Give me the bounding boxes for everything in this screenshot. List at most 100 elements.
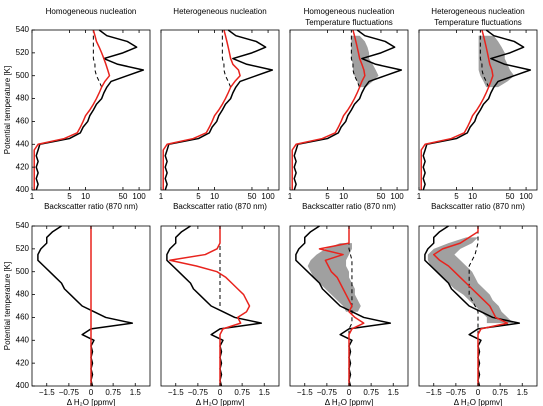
x-tick-label: 1.5 [388,388,400,397]
x-axis-label: Δ H₂O [ppmv] [325,398,373,406]
y-tick-label: 480 [16,94,30,103]
x-tick-label: 1 [30,192,35,201]
x-tick-label: 1 [159,192,164,201]
dashed-line [221,30,232,88]
x-tick-label: 0.75 [492,388,508,397]
y-tick-label: 400 [16,381,30,390]
plot-area [32,30,150,190]
x-tick-label: −0.75 [59,388,80,397]
y-tick-label: 500 [16,267,30,276]
dashed-line [92,30,103,88]
panel-title: Temperature fluctuations [305,18,393,27]
panel-title: Heterogeneous nucleation [431,7,524,16]
y-tick-label: 520 [16,48,30,57]
x-tick-label: 1 [288,192,293,201]
x-tick-label: 0 [347,388,352,397]
dashed-line [350,30,361,88]
profile-line [422,29,532,191]
y-tick-label: 400 [16,185,30,194]
dashed-line [348,226,353,335]
y-tick-label: 440 [16,335,30,344]
x-tick-label: −0.75 [317,388,338,397]
x-tick-label: 0 [89,388,94,397]
profile-line [33,29,111,190]
plot-frame [160,29,280,191]
y-tick-label: 540 [16,25,30,34]
uncertainty-band [427,237,514,324]
y-tick-label: 460 [16,313,30,322]
y-tick-label: 460 [16,117,30,126]
x-tick-label: −0.75 [188,388,209,397]
x-tick-label: 0.75 [105,388,121,397]
x-tick-label: 1.5 [259,388,271,397]
dashed-line [479,30,490,88]
uncertainty-band [307,243,361,312]
x-tick-label: 10 [210,192,219,201]
profile-line [164,29,274,191]
x-axis-label: Δ H₂O [ppmv] [196,398,244,406]
x-tick-label: 50 [119,192,128,201]
x-tick-label: 100 [519,192,533,201]
x-axis-label: Backscatter ratio (870 nm) [431,202,525,211]
panel-title: Homogeneous nucleation [304,7,395,16]
profile-line [35,29,145,191]
y-tick-label: 540 [16,221,30,230]
profile-line [169,226,251,386]
x-tick-label: 5 [454,192,459,201]
x-tick-label: 100 [261,192,275,201]
x-tick-label: 10 [339,192,348,201]
x-axis-label: Backscatter ratio (870 nm) [302,202,396,211]
x-tick-label: 1.5 [517,388,529,397]
plot-frame [289,29,409,191]
x-tick-label: 5 [325,192,330,201]
y-tick-label: 480 [16,290,30,299]
profile-line [162,29,241,190]
x-tick-label: 1.5 [130,388,142,397]
y-tick-label: 520 [16,244,30,253]
x-tick-label: −1.5 [168,388,184,397]
panel-title: Homogeneous nucleation [46,7,137,16]
dashed-line [468,226,479,335]
x-axis-label: Δ H₂O [ppmv] [67,398,115,406]
x-tick-label: 0 [476,388,481,397]
panel-title: Heterogeneous nucleation [173,7,266,16]
x-tick-label: 0.75 [363,388,379,397]
x-tick-label: 100 [132,192,146,201]
plot-area [419,30,537,190]
plot-frame [418,29,538,191]
x-axis-label: Δ H₂O [ppmv] [454,398,502,406]
x-tick-label: 5 [196,192,201,201]
x-axis-label: Backscatter ratio (870 nm) [44,202,138,211]
x-tick-label: −1.5 [297,388,313,397]
profile-line [318,226,365,386]
y-tick-label: 500 [16,71,30,80]
x-axis-label: Backscatter ratio (870 nm) [173,202,267,211]
x-tick-label: 50 [248,192,257,201]
x-tick-label: 10 [468,192,477,201]
profile-line [420,29,494,190]
x-tick-label: 50 [377,192,386,201]
x-tick-label: 10 [81,192,90,201]
y-tick-label: 440 [16,139,30,148]
x-tick-label: 50 [506,192,515,201]
x-tick-label: 0 [218,388,223,397]
profile-line [291,29,366,190]
x-tick-label: −1.5 [426,388,442,397]
x-tick-label: 5 [67,192,72,201]
plot-area [161,30,279,190]
x-tick-label: 0.75 [234,388,250,397]
panel-title: Temperature fluctuations [434,18,522,27]
profile-line [433,226,509,386]
y-axis-label: Potential temperature [K] [3,66,12,155]
y-axis-label: Potential temperature [K] [3,262,12,351]
x-tick-label: 100 [390,192,404,201]
x-tick-label: −1.5 [39,388,55,397]
x-tick-label: 1 [417,192,422,201]
y-tick-label: 420 [16,162,30,171]
y-tick-label: 420 [16,358,30,367]
plot-frame [31,29,151,191]
plot-area [290,30,408,190]
profile-line [293,29,403,191]
